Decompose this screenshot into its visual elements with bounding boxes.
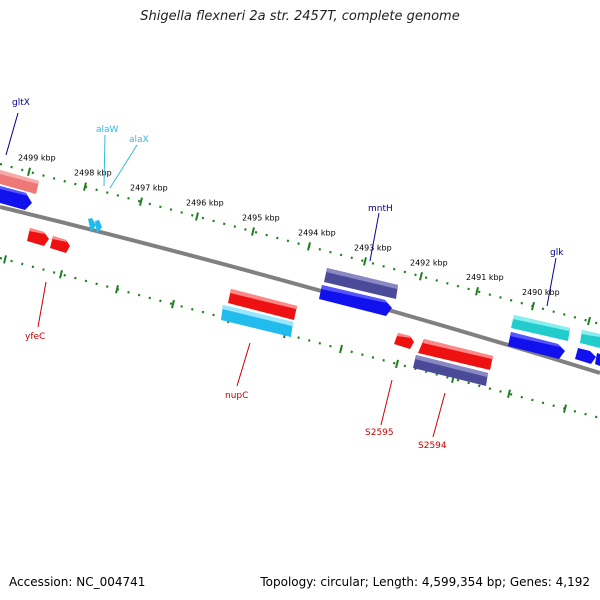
- genome-stats-text: Topology: circular; Length: 4,599,354 bp…: [260, 575, 590, 589]
- outer-tick-track: [0, 162, 600, 326]
- label-yfeC: yfeC: [25, 332, 45, 342]
- leader-yfeC: [37, 281, 47, 328]
- gene-glk: [511, 315, 570, 341]
- tick-label: 2496 kbp: [186, 199, 224, 208]
- gene-alaX: [95, 220, 102, 234]
- accession-text: Accession: NC_004741: [9, 575, 146, 589]
- major-ticks: [3, 167, 591, 413]
- leader-lines: [5, 112, 557, 438]
- leader-gltX: [5, 112, 19, 156]
- leader-alaX: [109, 144, 138, 189]
- gene-S2595: [394, 333, 414, 349]
- gene-gltX: [0, 170, 39, 194]
- gene-edge-blue: [575, 348, 600, 366]
- leader-glk: [546, 257, 557, 307]
- major-tick: [475, 286, 479, 296]
- label-S2595: S2595: [365, 428, 394, 438]
- major-tick: [307, 242, 311, 251]
- gene-features: [0, 170, 600, 386]
- label-alaW: alaW: [96, 125, 119, 135]
- major-tick-inner: [395, 359, 399, 369]
- major-tick-inner: [339, 344, 343, 354]
- major-tick: [27, 167, 31, 176]
- tick-label: 2495 kbp: [242, 213, 280, 222]
- gene-glk-blue: [508, 332, 565, 359]
- map-title: Shigella flexneri 2a str. 2457T, complet…: [140, 9, 460, 24]
- major-tick: [251, 227, 255, 236]
- tick-label: 2497 kbp: [130, 184, 168, 193]
- gene-edge-cyan: [580, 330, 600, 348]
- inner-tick-track: [0, 256, 600, 420]
- gene-S2594: [413, 355, 488, 386]
- gene-mntH-blue: [319, 285, 392, 316]
- gene-nupC-red: [228, 289, 297, 320]
- tick-label: 2499 kbp: [18, 154, 56, 163]
- major-tick: [83, 182, 87, 191]
- major-tick-inner: [3, 255, 7, 264]
- major-tick: [531, 301, 535, 311]
- gene-yfeC: [27, 228, 49, 246]
- major-tick-inner: [59, 270, 63, 279]
- gene-gltX-b: [0, 186, 32, 210]
- major-tick: [587, 316, 591, 326]
- leader-S2594: [432, 392, 446, 438]
- major-tick: [195, 212, 199, 221]
- tick-label: 2494 kbp: [298, 228, 336, 237]
- gene-labels: gltX alaW alaX yfeC nupC mntH S2595 S259…: [12, 98, 564, 451]
- gene-alaW: [88, 218, 96, 233]
- gene-mntH: [324, 268, 398, 299]
- major-tick: [419, 272, 423, 281]
- leader-nupC: [236, 342, 251, 387]
- major-tick-inner: [115, 284, 119, 294]
- major-tick-inner: [563, 404, 567, 413]
- label-gltX: gltX: [12, 98, 30, 108]
- major-tick-inner: [507, 389, 511, 398]
- label-glk: glk: [550, 248, 564, 258]
- tick-label: 2491 kbp: [466, 273, 504, 282]
- label-nupC: nupC: [225, 391, 248, 401]
- tick-label: 2490 kbp: [522, 288, 560, 297]
- leader-mntH: [369, 212, 380, 262]
- major-tick-inner: [171, 299, 175, 309]
- leader-alaW: [103, 134, 106, 187]
- gene-nupC: [221, 305, 293, 337]
- major-tick: [139, 197, 143, 206]
- gene-S2594-red: [418, 339, 493, 370]
- label-mntH: mntH: [368, 204, 393, 214]
- leader-S2595: [380, 379, 393, 426]
- label-S2594: S2594: [418, 441, 447, 451]
- major-tick: [363, 257, 367, 266]
- tick-label: 2498 kbp: [74, 169, 112, 178]
- gene-yfeC-b: [50, 236, 70, 253]
- tick-label: 2492 kbp: [410, 258, 448, 267]
- label-alaX: alaX: [129, 135, 149, 145]
